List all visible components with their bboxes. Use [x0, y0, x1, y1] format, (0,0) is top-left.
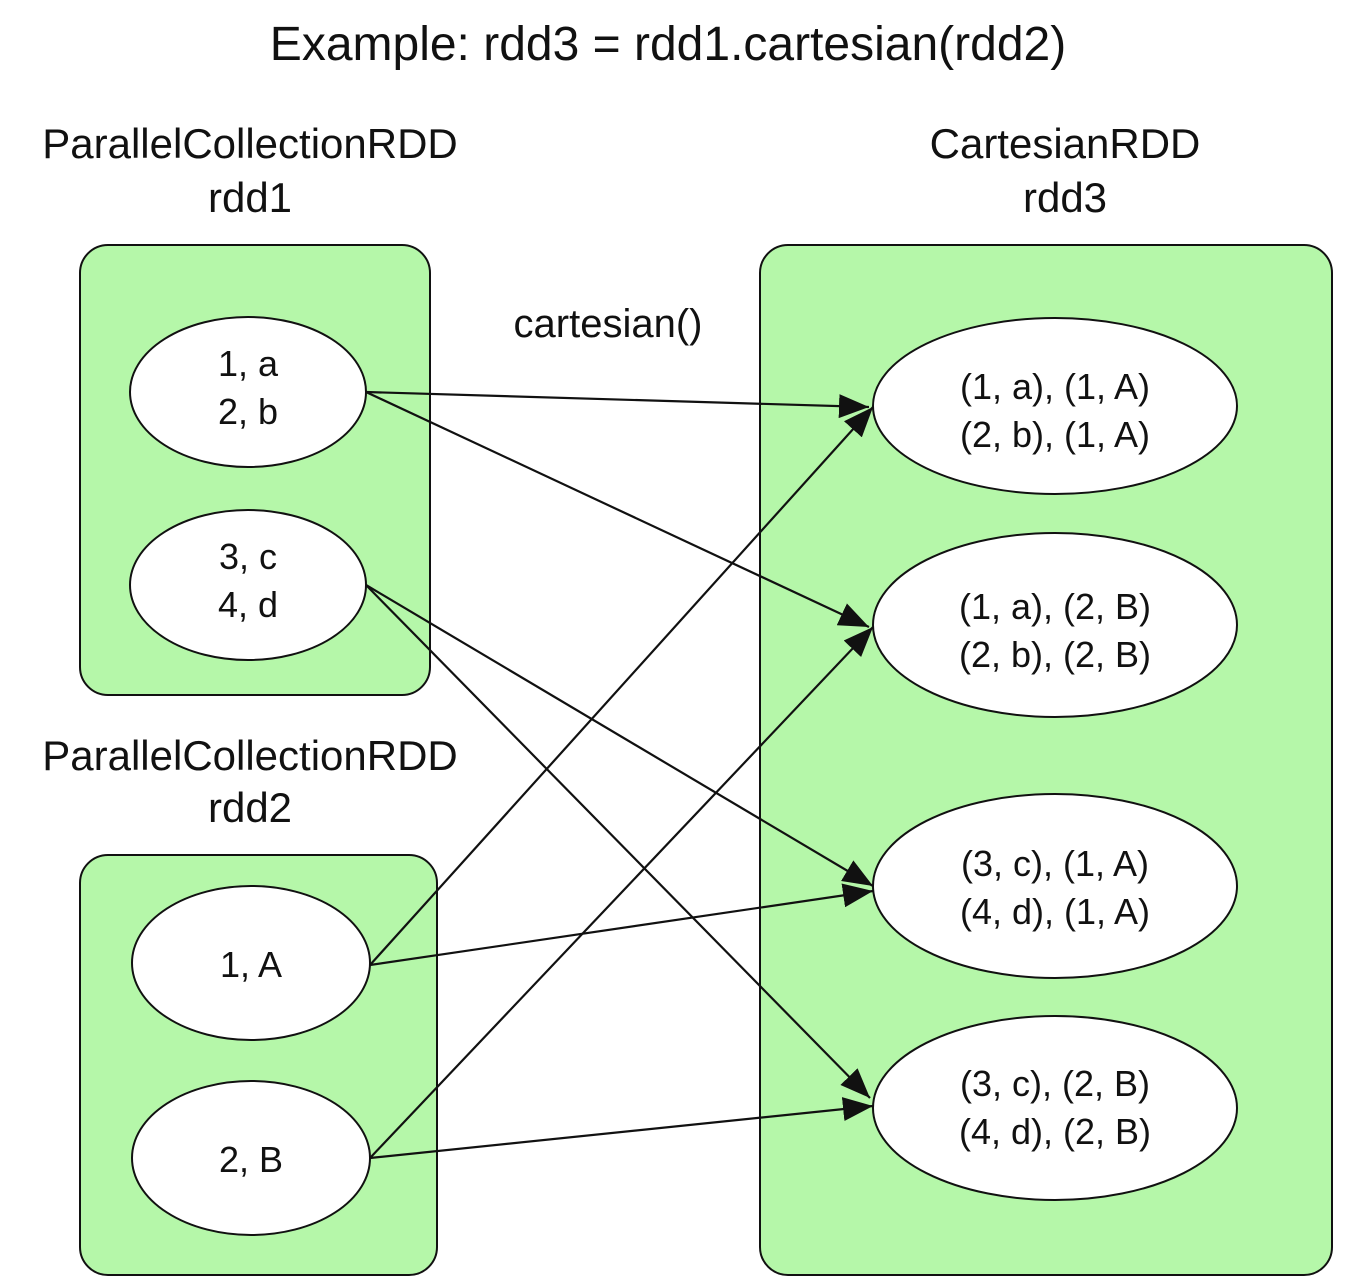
- partition-text: (2, b), (1, A): [960, 414, 1150, 455]
- rdd3-partition: (1, a), (2, B) (2, b), (2, B): [872, 532, 1238, 718]
- partition-text: 2, B: [219, 1139, 283, 1180]
- diagram-title: Example: rdd3 = rdd1.cartesian(rdd2): [270, 18, 1066, 71]
- dependency-arrow-rdd2-p0-to-rdd3-p2: [369, 883, 874, 967]
- rdd2-partition: 1, A: [131, 885, 371, 1041]
- rdd3-partition: (1, a), (1, A) (2, b), (1, A): [872, 317, 1238, 495]
- dependency-arrow-rdd2-p1-to-rdd3-p3: [369, 1097, 874, 1160]
- rdd3-partition: (3, c), (2, B) (4, d), (2, B): [872, 1015, 1238, 1201]
- rdd1-name-label: rdd1: [208, 174, 292, 221]
- partition-text: 4, d: [218, 584, 278, 625]
- dependency-arrow-rdd1-p1-to-rdd3-p3: [365, 584, 871, 1099]
- rdd3-partition: (3, c), (1, A) (4, d), (1, A): [872, 793, 1238, 979]
- dependency-arrows: [365, 390, 874, 1160]
- partition-text: (3, c), (2, B): [960, 1063, 1150, 1104]
- partition-text: (4, d), (1, A): [960, 891, 1150, 932]
- partition-text: 1, a: [218, 343, 279, 384]
- rdd2-type-label: ParallelCollectionRDD: [42, 732, 458, 779]
- rdd3-type-label: CartesianRDD: [930, 120, 1201, 167]
- rdd3-container: [759, 244, 1333, 1276]
- dependency-arrow-rdd1-p0-to-rdd3-p1: [365, 391, 870, 628]
- partition-text: 3, c: [219, 536, 277, 577]
- partition-text: 1, A: [220, 944, 282, 985]
- rdd1-partition: 1, a 2, b: [129, 316, 367, 468]
- operation-label: cartesian(): [514, 302, 703, 346]
- dependency-arrow-rdd1-p0-to-rdd3-p0: [365, 390, 870, 419]
- rdd3-name-label: rdd3: [1023, 174, 1107, 221]
- partition-text: (1, a), (2, B): [959, 586, 1151, 627]
- partition-text: (1, a), (1, A): [960, 366, 1150, 407]
- partition-text: 2, b: [218, 391, 278, 432]
- partition-text: (3, c), (1, A): [961, 843, 1149, 884]
- partition-text: (2, b), (2, B): [959, 634, 1151, 675]
- rdd1-partition: 3, c 4, d: [129, 509, 367, 661]
- rdd1-type-label: ParallelCollectionRDD: [42, 120, 458, 167]
- dependency-arrow-rdd2-p0-to-rdd3-p0: [369, 406, 874, 966]
- rdd2-partition: 2, B: [131, 1080, 371, 1236]
- dependency-arrow-rdd1-p1-to-rdd3-p2: [365, 584, 874, 887]
- rdd2-name-label: rdd2: [208, 784, 292, 831]
- partition-text: (4, d), (2, B): [959, 1111, 1151, 1152]
- dependency-arrow-rdd2-p1-to-rdd3-p1: [369, 626, 874, 1159]
